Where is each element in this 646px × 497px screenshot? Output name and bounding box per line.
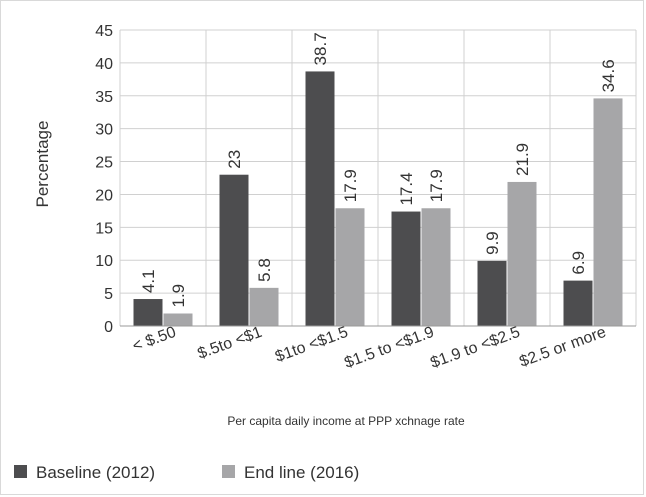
y-axis-title: Percentage [33,121,52,208]
x-tick-label: $2.5 or more [517,324,608,371]
data-label: 1.9 [169,284,188,308]
y-tick-label: 25 [95,155,113,172]
y-tick-label: 20 [95,187,113,204]
bar [219,174,249,326]
data-label: 21.9 [513,143,532,176]
y-tick-label: 40 [95,56,113,73]
bar [163,313,193,326]
bar [507,181,537,326]
y-tick-label: 15 [95,220,113,237]
bar [421,208,451,326]
data-label: 17.4 [397,172,416,205]
bar [133,299,163,326]
data-label: 9.9 [483,231,502,255]
y-tick-label: 45 [95,23,113,40]
bars [133,71,623,326]
x-tick-label: < $.50 [130,324,178,355]
data-label: 17.9 [427,169,446,202]
data-labels: 4.1 23 38.7 17.4 9.9 6.9 1.9 5.8 17.9 17.9 21.9 34.… [139,32,618,307]
y-tick-label: 5 [104,286,113,303]
x-tick-label: $.5to <$1 [195,324,264,363]
grid [119,29,637,326]
data-label: 17.9 [341,169,360,202]
data-label: 6.9 [569,251,588,275]
legend-swatch [222,465,235,478]
legend-item: Baseline (2012) [14,463,155,482]
bar [477,260,507,326]
y-axis-ticks: 0 5 10 15 20 25 30 35 40 45 [95,23,113,336]
legend: Baseline (2012) End line (2016) [14,463,359,482]
data-label: 5.8 [255,258,274,282]
bar [593,98,623,326]
y-tick-label: 10 [95,253,113,270]
bar [335,208,365,326]
legend-item: End line (2016) [222,463,359,482]
category-labels: < $.50 $.5to <$1 $1to <$1.5$1.5 to <$1.9$1… [130,324,608,372]
bar [563,280,593,326]
data-label: 38.7 [311,32,330,65]
x-tick-label: $1.5 to <$1.9 [342,324,436,372]
bar [391,211,421,326]
bar [249,287,279,326]
data-label: 34.6 [599,59,618,92]
data-label: 4.1 [139,269,158,293]
data-label: 23 [225,150,244,169]
legend-swatch [14,465,27,478]
y-tick-label: 35 [95,89,113,106]
bar [305,71,335,326]
x-axis-title: Per capita daily income at PPP xchnage r… [227,414,465,428]
y-tick-label: 30 [95,122,113,139]
x-tick-label: $1.9 to <$2.5 [428,324,522,372]
legend-label: End line (2016) [244,463,359,482]
y-tick-label: 0 [104,319,113,336]
x-tick-label: $1to <$1.5 [273,324,350,366]
legend-label: Baseline (2012) [36,463,155,482]
